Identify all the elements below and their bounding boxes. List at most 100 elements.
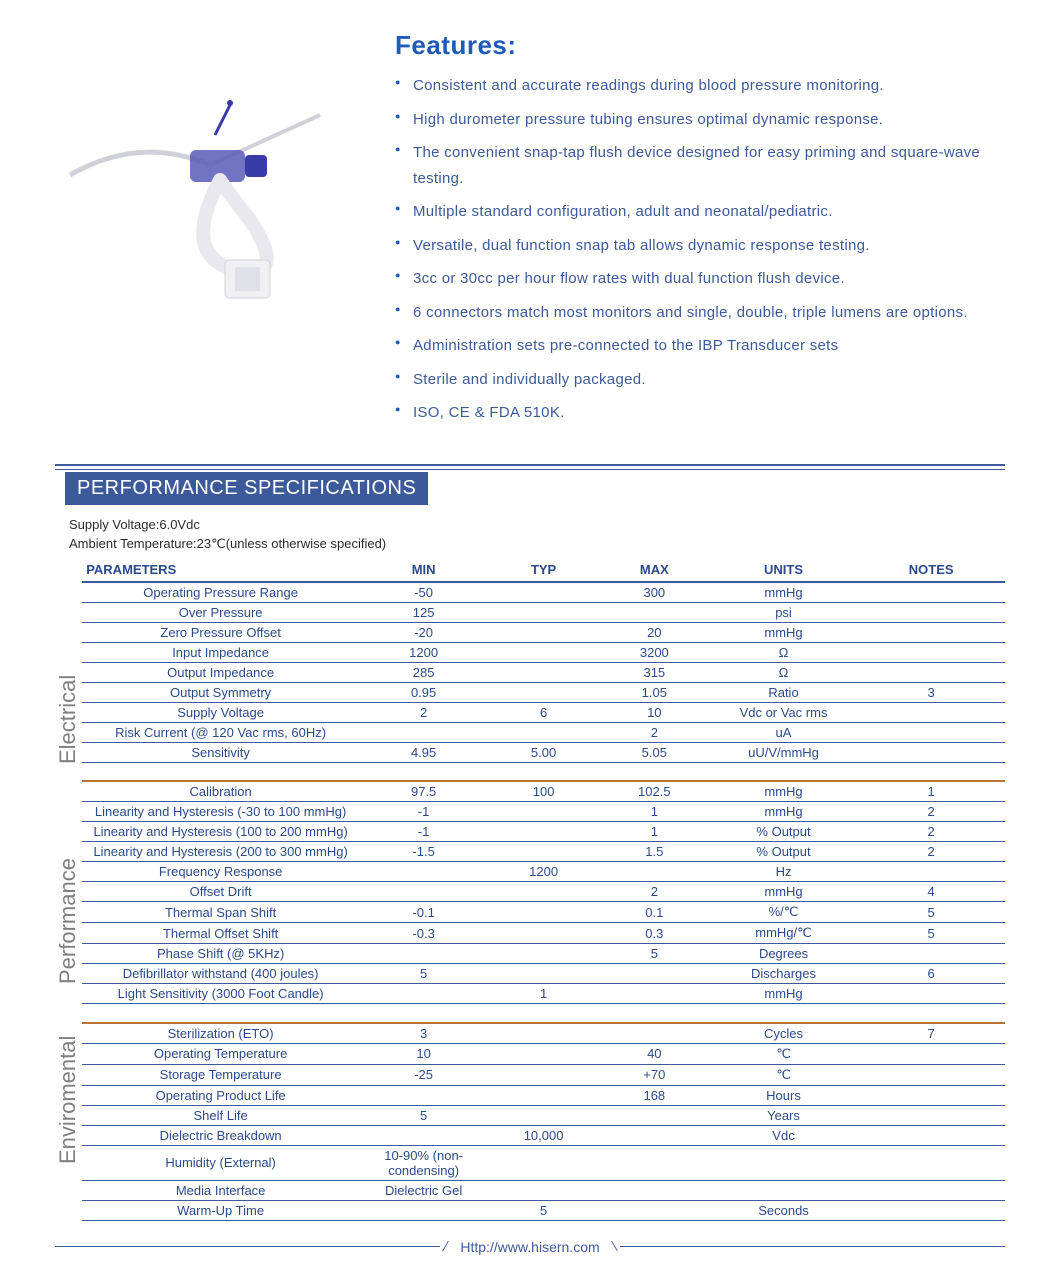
table-cell: -0.1	[359, 902, 488, 923]
table-cell: 6	[857, 964, 1005, 984]
table-cell: 1.05	[599, 682, 710, 702]
table-cell: 2	[359, 702, 488, 722]
table-cell	[857, 722, 1005, 742]
table-cell: Hours	[710, 1085, 858, 1105]
table-cell: Thermal Span Shift	[82, 902, 359, 923]
table-cell: +70	[599, 1064, 710, 1085]
table-cell: Warm-Up Time	[82, 1200, 359, 1220]
table-cell	[359, 862, 488, 882]
table-cell	[488, 582, 599, 603]
table-cell	[359, 944, 488, 964]
table-cell	[599, 1023, 710, 1044]
feature-item: The convenient snap-tap flush device des…	[395, 140, 1005, 191]
features-list: Consistent and accurate readings during …	[395, 73, 1005, 426]
table-cell: mmHg	[710, 582, 858, 603]
table-cell: 4.95	[359, 742, 488, 762]
feature-item: 3cc or 30cc per hour flow rates with dua…	[395, 266, 1005, 292]
table-cell: Phase Shift (@ 5KHz)	[82, 944, 359, 964]
table-cell: Sterilization (ETO)	[82, 1023, 359, 1044]
group-labels: ElectricalPerformanceEnviromental	[55, 558, 82, 1221]
table-cell: Cycles	[710, 1023, 858, 1044]
table-cell: mmHg	[710, 622, 858, 642]
table-cell: 5	[599, 944, 710, 964]
table-cell: 2	[857, 822, 1005, 842]
table-cell: 1.5	[599, 842, 710, 862]
table-cell: Linearity and Hysteresis (100 to 200 mmH…	[82, 822, 359, 842]
table-row: Linearity and Hysteresis (-30 to 100 mmH…	[82, 802, 1005, 822]
table-row: Light Sensitivity (3000 Foot Candle)1mmH…	[82, 984, 1005, 1004]
table-cell: Offset Drift	[82, 882, 359, 902]
table-cell: 97.5	[359, 781, 488, 802]
table-cell: 0.1	[599, 902, 710, 923]
table-cell: 3	[359, 1023, 488, 1044]
table-cell	[857, 602, 1005, 622]
table-cell	[710, 1180, 858, 1200]
table-cell: 125	[359, 602, 488, 622]
table-cell	[488, 1180, 599, 1200]
table-cell: 5	[488, 1200, 599, 1220]
table-row: Calibration97.5100102.5mmHg1	[82, 781, 1005, 802]
table-cell	[488, 902, 599, 923]
table-cell: Linearity and Hysteresis (200 to 300 mmH…	[82, 842, 359, 862]
table-cell	[359, 882, 488, 902]
table-cell: Discharges	[710, 964, 858, 984]
page-footer: Http://www.hisern.com	[55, 1239, 1005, 1255]
table-cell: Shelf Life	[82, 1105, 359, 1125]
table-cell: 5.05	[599, 742, 710, 762]
table-cell: Supply Voltage	[82, 702, 359, 722]
table-cell: 1	[488, 984, 599, 1004]
table-cell: uA	[710, 722, 858, 742]
table-row: Operating Product Life168Hours	[82, 1085, 1005, 1105]
table-cell	[488, 1043, 599, 1064]
table-cell	[599, 964, 710, 984]
table-cell	[488, 1145, 599, 1180]
table-cell	[599, 1145, 710, 1180]
table-cell: uU/V/mmHg	[710, 742, 858, 762]
table-cell	[488, 622, 599, 642]
table-cell	[488, 842, 599, 862]
table-cell	[359, 1125, 488, 1145]
table-cell: 300	[599, 582, 710, 603]
table-cell	[488, 1085, 599, 1105]
table-row: Operating Pressure Range-50300mmHg	[82, 582, 1005, 603]
table-cell: Operating Temperature	[82, 1043, 359, 1064]
table-cell	[359, 1085, 488, 1105]
table-row: Warm-Up Time5Seconds	[82, 1200, 1005, 1220]
table-cell: Linearity and Hysteresis (-30 to 100 mmH…	[82, 802, 359, 822]
table-cell: Input Impedance	[82, 642, 359, 662]
table-cell	[857, 1085, 1005, 1105]
table-cell	[599, 602, 710, 622]
table-cell: Light Sensitivity (3000 Foot Candle)	[82, 984, 359, 1004]
spec-meta-line: Supply Voltage:6.0Vdc	[69, 515, 1005, 535]
table-header: TYP	[488, 558, 599, 582]
feature-item: Versatile, dual function snap tab allows…	[395, 233, 1005, 259]
table-cell: Over Pressure	[82, 602, 359, 622]
table-row: Dielectric Breakdown10,000Vdc	[82, 1125, 1005, 1145]
table-header: UNITS	[710, 558, 858, 582]
feature-item: ISO, CE & FDA 510K.	[395, 400, 1005, 426]
table-cell: 10-90% (non-condensing)	[359, 1145, 488, 1180]
table-cell: Zero Pressure Offset	[82, 622, 359, 642]
table-cell: 5	[857, 902, 1005, 923]
table-cell: Frequency Response	[82, 862, 359, 882]
table-cell	[359, 722, 488, 742]
feature-item: 6 connectors match most monitors and sin…	[395, 300, 1005, 326]
table-cell	[857, 862, 1005, 882]
table-header: PARAMETERS	[82, 558, 359, 582]
feature-item: High durometer pressure tubing ensures o…	[395, 107, 1005, 133]
feature-item: Sterile and individually packaged.	[395, 367, 1005, 393]
table-cell: Defibrillator withstand (400 joules)	[82, 964, 359, 984]
table-cell: -0.3	[359, 923, 488, 944]
table-cell: 1	[857, 781, 1005, 802]
table-cell: 102.5	[599, 781, 710, 802]
table-cell	[857, 1064, 1005, 1085]
table-cell	[857, 702, 1005, 722]
table-cell: Ratio	[710, 682, 858, 702]
table-cell: Operating Product Life	[82, 1085, 359, 1105]
table-cell	[857, 944, 1005, 964]
table-cell	[857, 622, 1005, 642]
table-cell	[857, 1145, 1005, 1180]
table-cell: Degrees	[710, 944, 858, 964]
table-cell: Vdc	[710, 1125, 858, 1145]
table-cell: 3200	[599, 642, 710, 662]
